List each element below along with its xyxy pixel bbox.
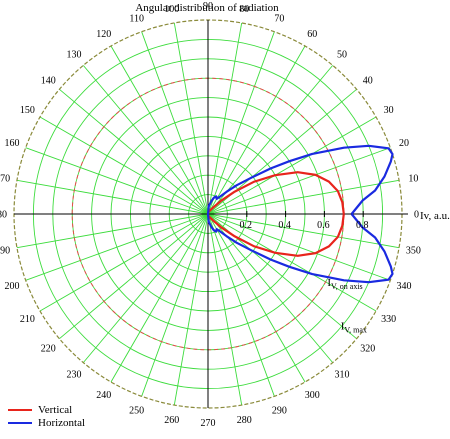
legend-swatch-vertical <box>8 408 32 411</box>
grid-spoke <box>82 213 209 363</box>
legend-swatch-horizontal <box>8 421 32 424</box>
angle-tick-label: 280 <box>237 415 252 426</box>
grid-spoke <box>141 31 209 215</box>
angle-tick-label: 310 <box>335 369 350 380</box>
series-lines <box>206 144 394 284</box>
grid-spoke <box>207 213 377 312</box>
grid-spoke <box>59 88 209 215</box>
grid-spoke <box>39 116 209 215</box>
angle-tick-label: 260 <box>164 415 179 426</box>
angle-tick-label: 200 <box>5 281 20 292</box>
angle-tick-label: 110 <box>129 14 144 25</box>
angle-tick-label: 180 <box>0 210 7 221</box>
angle-tick-label: 160 <box>5 138 20 149</box>
radial-axis-label: Iv, a.u. <box>420 210 450 222</box>
angle-tick-label: 80 <box>239 4 249 15</box>
grid-spoke <box>173 213 209 406</box>
grid-spoke <box>25 147 209 215</box>
reference-label-sub: V, on axis <box>331 282 363 291</box>
grid-spoke <box>207 213 391 281</box>
angle-tick-label: 10 <box>408 173 418 184</box>
radial-tick-label: 0.2 <box>240 220 253 231</box>
angle-tick-label: 330 <box>381 314 396 325</box>
angle-tick-label: 150 <box>20 105 35 116</box>
angle-tick-label: 120 <box>96 29 111 40</box>
grid-spoke <box>207 31 275 215</box>
grid-spoke <box>173 22 209 215</box>
grid-spoke <box>207 179 400 215</box>
angle-tick-label: 90 <box>203 1 213 12</box>
angle-tick-label: 290 <box>272 405 287 416</box>
radial-tick-label: 0.4 <box>278 220 291 231</box>
grid-spoke <box>207 22 243 215</box>
reference-label-main: I <box>341 321 345 333</box>
angle-tick-label: 340 <box>396 281 411 292</box>
grid-spoke <box>59 213 209 340</box>
grid-spoke <box>16 179 209 215</box>
angle-tick-label: 320 <box>360 344 375 355</box>
angle-tick-label: 30 <box>384 105 394 116</box>
angle-tick-label: 50 <box>337 50 347 61</box>
angle-tick-label: 220 <box>41 344 56 355</box>
grid-spoke <box>39 213 209 312</box>
angle-tick-label: 40 <box>363 75 373 86</box>
grid-spoke <box>207 213 306 383</box>
legend-label-horizontal: Horizontal <box>38 416 86 429</box>
grid-spoke <box>141 213 209 397</box>
reference-label-main: I <box>327 277 331 289</box>
angle-tick-label: 240 <box>96 390 111 401</box>
angle-tick-label: 350 <box>406 246 421 257</box>
angle-tick-label: 300 <box>305 390 320 401</box>
angle-tick-label: 270 <box>201 418 216 429</box>
angle-tick-label: 100 <box>164 4 179 15</box>
radial-tick-label: 0.6 <box>317 220 330 231</box>
grid-spoke <box>110 213 209 383</box>
chart-title: Angular distribution of radiation <box>135 2 279 14</box>
legend-item-vertical: Vertical <box>8 403 85 416</box>
angle-tick-label: 140 <box>41 75 56 86</box>
reference-label-sub: V, max <box>344 326 367 335</box>
angle-tick-label: 210 <box>20 314 35 325</box>
grid-spoke <box>207 45 306 215</box>
angle-tick-label: 60 <box>307 29 317 40</box>
angle-tick-label: 0 <box>414 210 419 221</box>
grid-spoke <box>25 213 209 281</box>
angle-tick-label: 130 <box>66 50 81 61</box>
reference-circle-label: IV, max <box>341 321 367 335</box>
angle-tick-label: 230 <box>66 369 81 380</box>
series-line-horizontal <box>206 144 394 284</box>
grid-spoke <box>82 65 209 215</box>
grid-spoke <box>16 213 209 249</box>
angle-tick-label: 190 <box>0 246 10 257</box>
reference-circle-label: IV, on axis <box>327 277 362 291</box>
angle-tick-label: 70 <box>274 14 284 25</box>
grid-spoke <box>207 213 400 249</box>
grid-spoke <box>207 213 275 397</box>
grid-spoke <box>207 147 391 215</box>
legend: Vertical Horizontal <box>8 403 85 429</box>
grid-spoke <box>207 116 377 215</box>
radial-tick-label: 0.8 <box>356 220 369 231</box>
legend-item-horizontal: Horizontal <box>8 416 85 429</box>
grid-spoke <box>207 213 243 406</box>
angle-tick-label: 20 <box>399 138 409 149</box>
grid-spoke <box>110 45 209 215</box>
angle-tick-label: 250 <box>129 405 144 416</box>
legend-label-vertical: Vertical <box>38 403 73 416</box>
angle-tick-label: 170 <box>0 173 10 184</box>
